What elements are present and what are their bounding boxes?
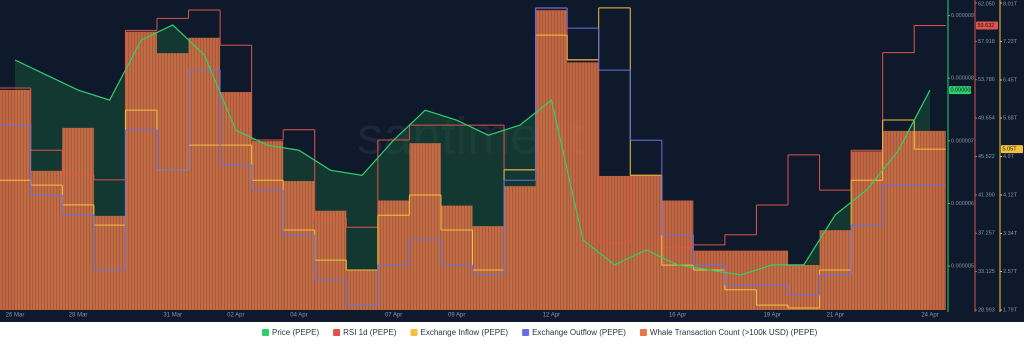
legend-swatch	[262, 329, 269, 336]
x-tick-label: 31 Mar	[163, 313, 182, 319]
axes: 0.000005 0.000006 0.000007 0.000008 0.000009…	[6, 0, 1023, 319]
whale-bar-texture	[251, 141, 284, 310]
tick-label: 28.993	[978, 307, 995, 313]
whale-bar-texture	[567, 62, 599, 310]
legend-swatch	[639, 329, 647, 336]
tick-label: 4.9T	[1003, 154, 1015, 160]
current-value-label: 5.05T	[1003, 147, 1018, 153]
whale-bar-texture	[156, 53, 189, 310]
whale-bar-texture	[440, 205, 473, 310]
current-value-badge	[976, 21, 998, 30]
legend: Price (PEPE) RSI 1d (PEPE) Exchange Inflow…	[262, 328, 818, 337]
price-line	[14, 24, 931, 276]
whale-bar-texture	[882, 130, 915, 310]
x-tick-label: 04 Apr	[290, 313, 307, 319]
whale-bar-texture	[851, 151, 883, 310]
whale-bar-texture	[62, 127, 94, 310]
x-tick-label: 09 Apr	[448, 313, 465, 319]
whale-bar-texture	[788, 264, 820, 310]
marks	[0, 7, 946, 311]
x-tick-label: 16 Apr	[669, 313, 686, 319]
tick-label: 62.050	[978, 1, 995, 7]
x-tick-label: 24 Apr	[921, 313, 938, 319]
whale-bar-texture	[535, 10, 568, 311]
tick-label: 0.000007	[951, 138, 974, 144]
tick-label: 57.918	[978, 39, 995, 45]
whale-bar-texture	[0, 89, 31, 310]
tick-label: 53.786	[978, 77, 995, 83]
tick-label: 8.01T	[1003, 1, 1018, 7]
whale-bar-texture	[724, 250, 757, 310]
whale-bar-texture	[125, 31, 157, 311]
x-tick-label: 26 Mar	[6, 313, 25, 319]
legend-swatch	[410, 329, 418, 336]
whale-bar-texture	[409, 143, 441, 310]
legend-swatch	[522, 329, 530, 336]
whale-bar-texture	[630, 175, 662, 310]
tick-label: 0.000009	[951, 13, 974, 19]
tick-label: 3.34T	[1003, 231, 1018, 237]
tick-label: 49.654	[978, 116, 995, 122]
tick-label: 5.68T	[1003, 115, 1018, 121]
tick-label: 1.79T	[1003, 307, 1018, 313]
whale-bar-texture	[693, 250, 725, 310]
x-tick-label: 28 Mar	[69, 313, 88, 319]
tick-label: 41.390	[978, 192, 995, 198]
tick-label: 0.000008	[951, 76, 974, 82]
whale-bar-texture	[188, 37, 221, 310]
legend-label: Exchange Outflow (PEPE)	[532, 328, 626, 337]
current-value-badge	[1001, 145, 1023, 154]
whale-bar-texture	[220, 92, 252, 310]
tick-label: 4.12T	[1003, 192, 1018, 198]
tick-label: 6.45T	[1003, 77, 1018, 83]
tick-label: 2.57T	[1003, 269, 1018, 275]
tick-label: 45.522	[978, 154, 995, 160]
legend-swatch	[333, 329, 341, 336]
tick-label: 37.257	[978, 231, 995, 237]
whale-bar-texture	[504, 186, 536, 310]
current-value-label: 0.000008	[951, 88, 974, 94]
legend-label: Whale Transaction Count (>100k USD) (PEP…	[650, 328, 818, 337]
tick-label: 0.000005	[951, 264, 974, 270]
whale-bar-texture	[377, 200, 410, 310]
whale-bar-texture	[472, 226, 505, 310]
x-tick-label: 02 Apr	[227, 313, 244, 319]
legend-label: Exchange Inflow (PEPE)	[420, 328, 508, 337]
whale-bar-texture	[756, 250, 789, 310]
tick-label: 33.125	[978, 269, 995, 275]
tick-label: 7.23T	[1003, 39, 1018, 45]
tick-label: 0.000006	[951, 201, 974, 207]
legend-label: RSI 1d (PEPE)	[343, 328, 397, 337]
x-tick-label: 07 Apr	[385, 313, 402, 319]
current-value-badge	[949, 86, 971, 95]
whale-bar-texture	[93, 215, 126, 310]
whale-bar-texture	[283, 181, 315, 310]
x-tick-label: 21 Apr	[827, 313, 844, 319]
whale-bar-texture	[30, 170, 63, 310]
x-tick-label: 12 Apr	[543, 313, 560, 319]
legend-label: Price (PEPE)	[272, 328, 319, 337]
x-tick-label: 19 Apr	[764, 313, 781, 319]
whale-bar-texture	[914, 130, 946, 310]
whale-bar-texture	[661, 200, 694, 310]
current-value-label: 59.632	[978, 23, 995, 29]
whale-bar-texture	[346, 270, 378, 310]
